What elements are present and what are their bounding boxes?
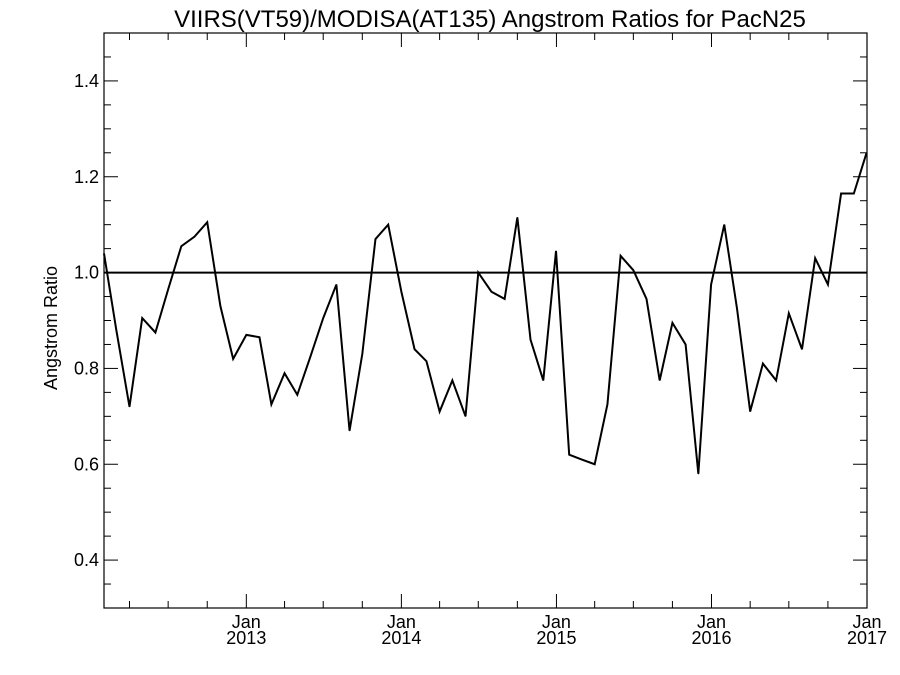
data-point	[193, 236, 195, 238]
y-tick-label: 0.6	[74, 454, 99, 474]
data-point	[671, 322, 673, 324]
x-tick-month-label: Jan	[852, 612, 881, 632]
data-point	[620, 255, 622, 257]
x-tick-year-label: 2015	[536, 628, 576, 648]
plot-area: 0.40.60.81.01.21.4Jan2013Jan2014Jan2015J…	[74, 32, 887, 648]
data-point	[258, 336, 260, 338]
data-point	[167, 288, 169, 290]
data-point	[141, 317, 143, 319]
data-point	[296, 394, 298, 396]
y-tick-label: 1.0	[74, 263, 99, 283]
data-point	[788, 312, 790, 314]
data-point	[219, 305, 221, 307]
data-point	[284, 372, 286, 374]
data-point	[477, 272, 479, 274]
data-point	[504, 298, 506, 300]
data-point	[542, 379, 544, 381]
x-tick-year-label: 2013	[226, 628, 266, 648]
data-point	[723, 224, 725, 226]
data-point	[322, 317, 324, 319]
data-point	[749, 411, 751, 413]
x-tick-month-label: Jan	[232, 612, 261, 632]
data-point	[180, 245, 182, 247]
data-point	[866, 152, 868, 154]
y-tick-label: 1.2	[74, 167, 99, 187]
data-point	[465, 415, 467, 417]
data-point	[632, 269, 634, 271]
x-tick-year-label: 2014	[381, 628, 421, 648]
data-point	[516, 216, 518, 218]
data-point	[710, 284, 712, 286]
data-point	[206, 221, 208, 223]
x-tick-year-label: 2016	[691, 628, 731, 648]
data-point	[827, 284, 829, 286]
y-axis-label: Angstrom Ratio	[41, 266, 61, 390]
y-tick-label: 1.4	[74, 71, 99, 91]
data-point	[309, 355, 311, 357]
data-point	[530, 339, 532, 341]
data-point	[439, 411, 441, 413]
data-point	[245, 334, 247, 336]
data-point	[154, 331, 156, 333]
data-point	[581, 458, 583, 460]
data-point	[387, 224, 389, 226]
data-point	[374, 238, 376, 240]
data-point	[490, 291, 492, 293]
data-point	[594, 463, 596, 465]
data-point	[840, 193, 842, 195]
data-point	[115, 329, 117, 331]
data-point	[361, 353, 363, 355]
data-point	[349, 430, 351, 432]
data-point	[606, 403, 608, 405]
y-tick-label: 0.8	[74, 358, 99, 378]
plot-frame	[103, 32, 868, 609]
data-point	[555, 250, 557, 252]
data-point	[762, 363, 764, 365]
x-tick-month-label: Jan	[697, 612, 726, 632]
data-point	[270, 403, 272, 405]
data-point	[414, 348, 416, 350]
data-point	[425, 360, 427, 362]
data-point	[568, 454, 570, 456]
data-point	[853, 193, 855, 195]
x-tick-month-label: Jan	[542, 612, 571, 632]
data-point	[646, 298, 648, 300]
data-point	[801, 348, 803, 350]
data-point	[335, 284, 337, 286]
data-point	[814, 257, 816, 259]
data-point	[232, 358, 234, 360]
data-point	[736, 308, 738, 310]
chart-title: VIIRS(VT59)/MODISA(AT135) Angstrom Ratio…	[174, 6, 806, 33]
y-tick-label: 0.4	[74, 550, 99, 570]
x-tick-month-label: Jan	[387, 612, 416, 632]
data-point	[103, 252, 105, 254]
data-point	[400, 291, 402, 293]
data-point	[659, 379, 661, 381]
data-point	[451, 379, 453, 381]
data-point	[697, 473, 699, 475]
data-point	[128, 406, 130, 408]
x-tick-year-label: 2017	[847, 628, 887, 648]
data-point	[685, 343, 687, 345]
data-point	[775, 379, 777, 381]
series-line	[103, 152, 868, 474]
